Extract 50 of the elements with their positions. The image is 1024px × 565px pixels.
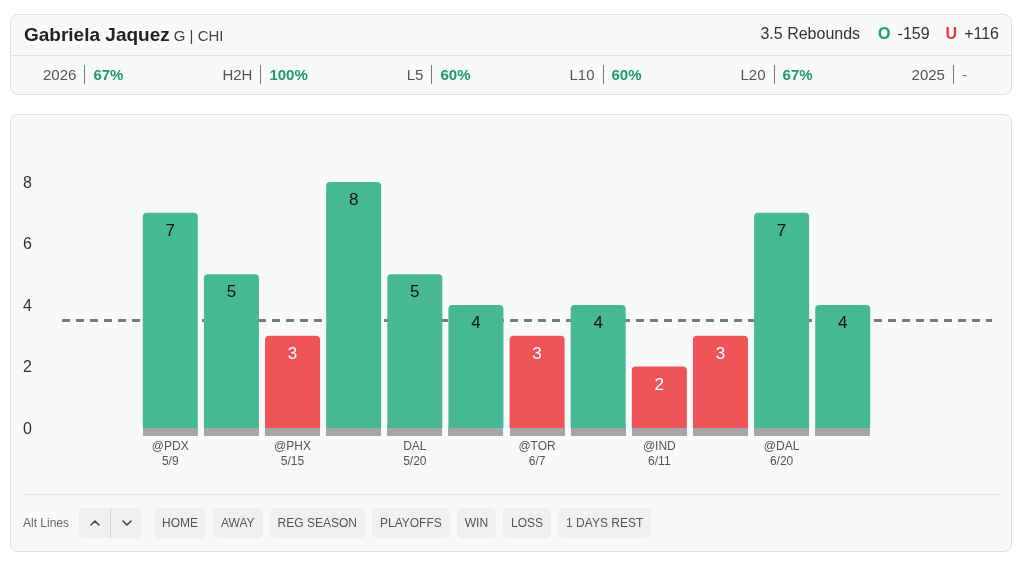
text: 60% (431, 65, 471, 84)
data-label: 7 (776, 220, 787, 240)
text: H2H (222, 66, 253, 83)
text: L10 (569, 66, 595, 83)
text: 67% (773, 65, 813, 84)
filter-button: WIN (456, 508, 497, 538)
y-tick-label: 4 (23, 296, 33, 314)
text: 60% (602, 65, 642, 84)
y-tick-label: 8 (23, 173, 33, 191)
y-tick-label: 2 (23, 358, 33, 375)
data-label: 5 (410, 282, 420, 302)
x-tick-label: @DAL 6/20 (763, 438, 800, 468)
filter-button: PLAYOFFS (371, 508, 450, 538)
text: +116 (964, 25, 999, 43)
y-tick-label: 0 (23, 419, 33, 437)
filter-button: HOME (154, 508, 207, 538)
text: 67% (84, 65, 124, 84)
text: 2025 (911, 66, 945, 83)
x-tick-label: @TOR 6/7 (518, 438, 557, 468)
text: - (952, 65, 967, 84)
text: -159 (897, 25, 930, 43)
text: O (878, 25, 891, 43)
data-label: 4 (471, 313, 481, 332)
x-tick-label: @PDX 5/9 (151, 438, 189, 468)
text: L20 (740, 66, 766, 83)
data-label: 2 (654, 374, 665, 394)
text: L5 (406, 66, 424, 83)
text: U (945, 25, 958, 43)
chart-subtitle: G | CHI (173, 27, 224, 44)
data-label: 8 (348, 190, 359, 209)
text: 100% (260, 65, 308, 84)
x-tick-label: DAL 5/20 (403, 438, 427, 468)
data-label: 4 (838, 313, 848, 332)
data-label: 5 (226, 282, 237, 302)
text: 3.5 Rebounds (760, 25, 861, 43)
y-tick-label: 6 (23, 235, 33, 252)
filter-button: AWAY (213, 508, 263, 538)
filter-button: REG SEASON (269, 508, 365, 538)
data-label: 3 (287, 343, 298, 363)
text: Alt Lines (23, 516, 70, 530)
chart-title: Gabriela Jaquez (24, 24, 170, 45)
data-label: 4 (593, 313, 603, 332)
data-label: 7 (165, 220, 175, 240)
text: 2026 (43, 66, 77, 83)
data-label: 3 (532, 343, 542, 363)
filter-button: 1 DAYS REST (558, 508, 652, 538)
x-tick-label: @PHX 5/15 (274, 438, 311, 468)
x-tick-label: @IND 6/11 (642, 438, 677, 468)
data-label: 3 (715, 343, 726, 363)
filter-button: LOSS (503, 508, 552, 538)
